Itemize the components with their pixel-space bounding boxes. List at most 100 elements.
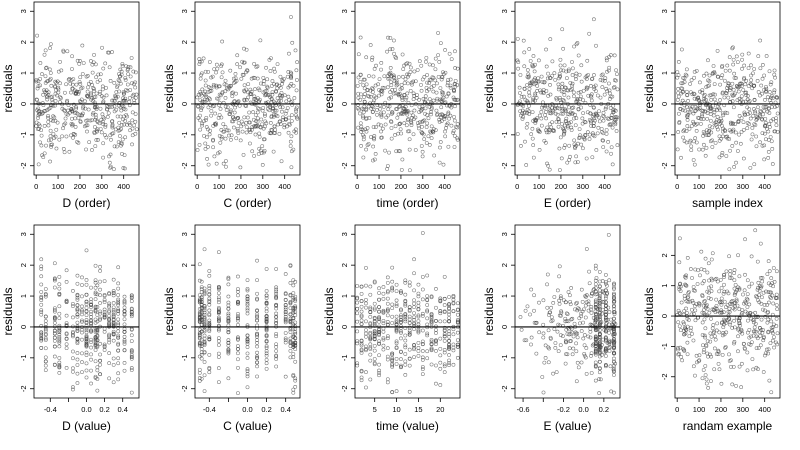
- data-point: [356, 95, 361, 100]
- data-point: [380, 89, 385, 94]
- data-point: [434, 363, 438, 368]
- data-point: [202, 99, 207, 104]
- data-point: [546, 312, 551, 317]
- data-point: [684, 129, 689, 133]
- data-point: [552, 105, 557, 110]
- data-point: [429, 312, 434, 317]
- data-point: [429, 339, 434, 344]
- data-point: [607, 123, 612, 127]
- data-point: [255, 338, 259, 342]
- data-point: [747, 342, 751, 346]
- data-point: [732, 271, 736, 275]
- data-point: [719, 153, 724, 158]
- data-point: [92, 95, 96, 100]
- data-point: [236, 335, 240, 340]
- data-point: [46, 90, 51, 95]
- data-point: [577, 127, 582, 131]
- data-point: [119, 108, 124, 113]
- data-point: [214, 121, 218, 126]
- data-point: [377, 297, 381, 302]
- data-point: [80, 294, 84, 299]
- data-point: [693, 318, 698, 323]
- data-point: [709, 276, 714, 281]
- data-point: [116, 293, 121, 297]
- points-p8: [355, 231, 460, 395]
- data-point: [612, 363, 616, 368]
- data-point: [593, 313, 598, 317]
- data-point: [725, 86, 729, 90]
- data-point: [700, 333, 705, 337]
- data-point: [704, 71, 709, 76]
- data-point: [756, 280, 761, 285]
- data-point: [548, 37, 553, 42]
- data-point: [36, 84, 41, 88]
- data-point: [111, 332, 116, 337]
- data-point: [731, 57, 736, 62]
- data-point: [686, 110, 691, 114]
- data-point: [603, 336, 608, 341]
- data-point: [434, 331, 438, 335]
- data-point: [385, 103, 390, 108]
- data-point: [705, 270, 710, 275]
- data-point: [612, 296, 616, 301]
- data-point: [233, 105, 237, 110]
- data-point: [710, 138, 715, 143]
- data-point: [381, 126, 385, 131]
- data-point: [248, 87, 253, 92]
- data-point: [220, 70, 225, 75]
- data-point: [116, 326, 121, 330]
- x-tick-label: 5: [373, 405, 377, 414]
- data-point: [581, 135, 586, 140]
- data-point: [48, 128, 53, 133]
- data-point: [122, 341, 127, 346]
- data-point: [115, 144, 119, 149]
- data-point: [255, 64, 260, 69]
- data-point: [203, 141, 208, 146]
- x-axis-title: D (order): [62, 196, 110, 210]
- data-point: [774, 269, 779, 274]
- data-point: [199, 108, 203, 112]
- data-point: [107, 340, 112, 345]
- data-point: [381, 318, 386, 323]
- data-point: [370, 55, 375, 60]
- data-point: [737, 316, 742, 321]
- data-point: [577, 72, 582, 77]
- data-point: [399, 167, 404, 172]
- data-point: [198, 59, 202, 64]
- data-point: [759, 83, 764, 88]
- data-point: [57, 340, 62, 345]
- data-point: [574, 154, 579, 159]
- data-point: [34, 120, 39, 125]
- data-point: [362, 95, 366, 100]
- data-point: [381, 347, 386, 352]
- data-point: [89, 345, 93, 350]
- data-point: [101, 122, 105, 126]
- data-point: [202, 341, 207, 346]
- data-point: [283, 338, 288, 343]
- data-point: [434, 287, 438, 291]
- data-point: [255, 355, 259, 360]
- data-point: [293, 359, 298, 364]
- data-point: [722, 273, 726, 277]
- data-point: [762, 73, 766, 78]
- data-point: [356, 102, 360, 107]
- data-point: [379, 67, 383, 72]
- y-tick-label: 3: [19, 232, 28, 236]
- data-point: [86, 81, 91, 86]
- data-point: [197, 293, 202, 297]
- y-tick-label: 0: [340, 325, 349, 329]
- data-point: [525, 68, 530, 72]
- data-point: [576, 141, 580, 146]
- data-point: [766, 351, 771, 356]
- data-point: [49, 83, 54, 88]
- data-point: [760, 63, 765, 67]
- data-point: [566, 95, 571, 100]
- data-point: [700, 90, 705, 95]
- data-point: [551, 128, 555, 133]
- data-point: [677, 352, 681, 356]
- data-point: [371, 144, 376, 149]
- y-tick-label: 1: [500, 71, 509, 75]
- data-point: [84, 361, 89, 366]
- data-point: [416, 294, 421, 299]
- data-point: [389, 83, 394, 88]
